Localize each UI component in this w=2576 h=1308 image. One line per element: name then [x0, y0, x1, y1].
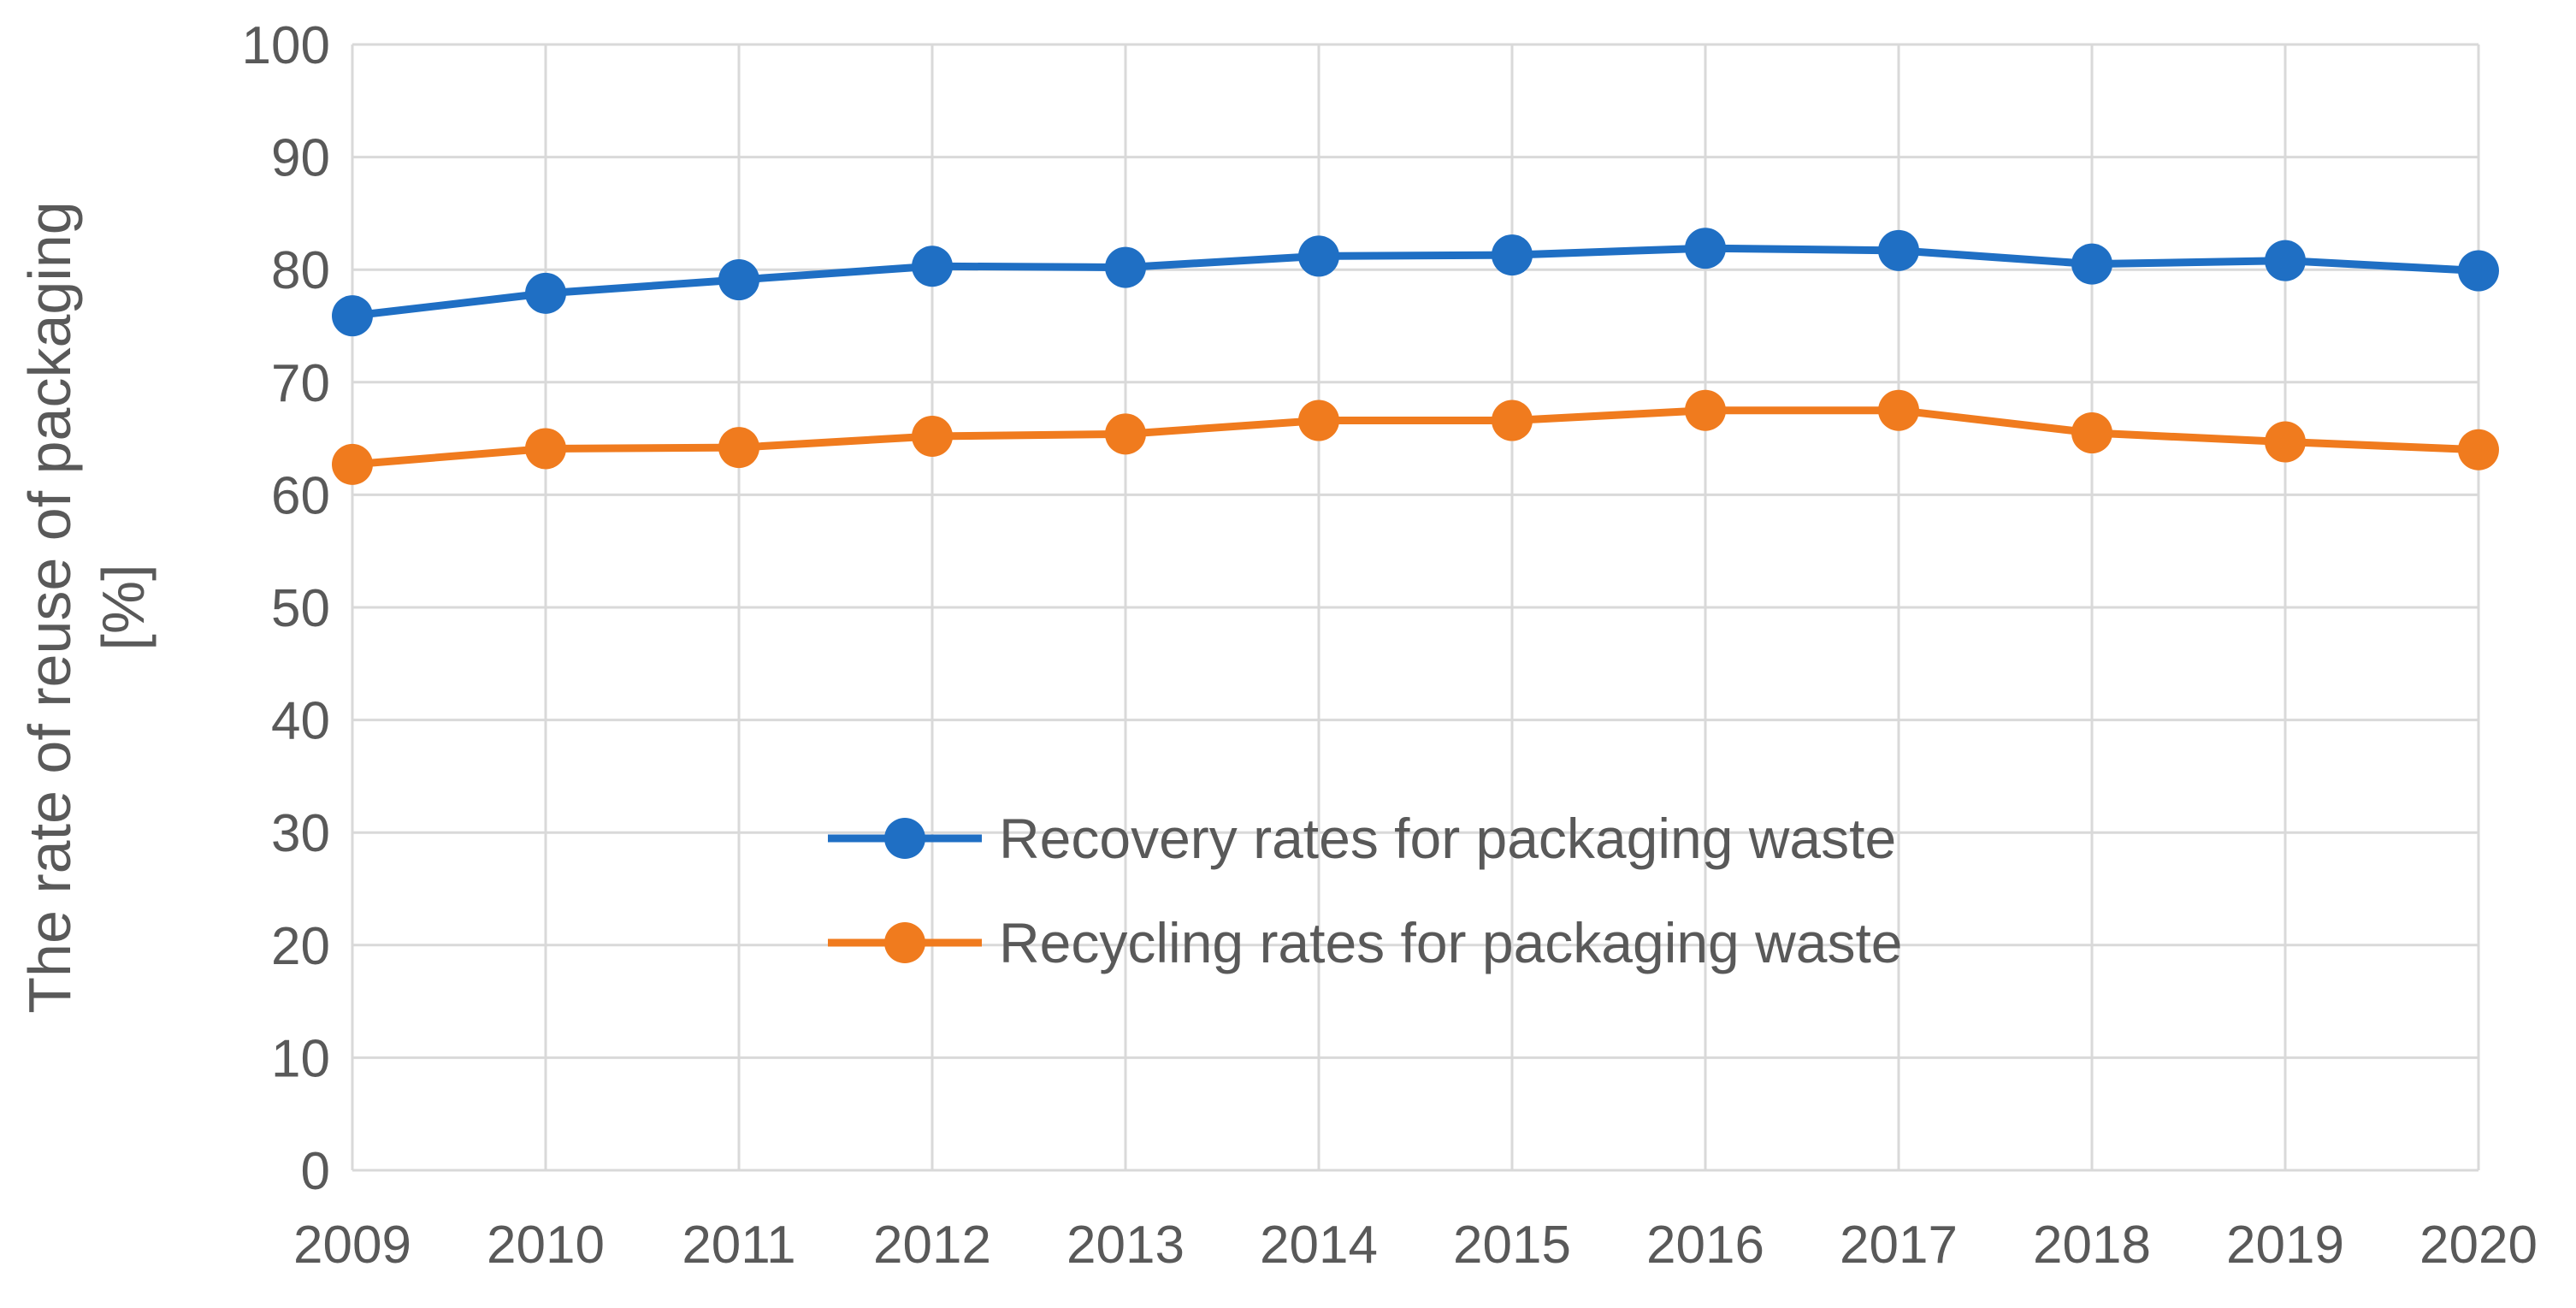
- y-tick-label: 100: [242, 16, 330, 75]
- y-tick-label: 60: [271, 466, 330, 525]
- y-tick-label: 0: [301, 1142, 330, 1201]
- y-axis-title: The rate of reuse of packaging [%]: [16, 201, 157, 1013]
- data-point: [718, 427, 759, 469]
- x-tick-label: 2018: [2033, 1216, 2151, 1275]
- y-tick-label: 30: [271, 804, 330, 863]
- legend-label: Recovery rates for packaging waste: [999, 807, 1896, 870]
- data-point: [1492, 234, 1533, 276]
- series-line-1: [348, 244, 2483, 320]
- data-point: [2458, 250, 2499, 292]
- data-point: [2458, 429, 2499, 471]
- x-tick-label: 2010: [487, 1216, 605, 1275]
- y-tick-label: 20: [271, 917, 330, 976]
- x-tick-label: 2013: [1066, 1216, 1185, 1275]
- y-tick-label: 50: [271, 579, 330, 638]
- data-point: [1298, 235, 1339, 277]
- series-line-2: [348, 406, 2483, 469]
- data-point: [1105, 413, 1146, 455]
- y-tick-label: 10: [271, 1029, 330, 1088]
- x-tick-label: 2009: [293, 1216, 411, 1275]
- legend-swatch-marker: [884, 922, 925, 963]
- data-point: [332, 295, 373, 337]
- y-tick-label: 70: [271, 354, 330, 413]
- x-tick-label: 2019: [2226, 1216, 2344, 1275]
- data-point: [525, 428, 566, 470]
- y-tick-label: 80: [271, 241, 330, 300]
- series-lines: [332, 228, 2499, 485]
- gridlines: [351, 43, 2480, 1172]
- data-point: [1298, 400, 1339, 441]
- data-point: [1685, 389, 1726, 431]
- y-tick-label: 90: [271, 129, 330, 188]
- legend-label: Recycling rates for packaging waste: [999, 911, 1903, 974]
- legend-swatch-marker: [884, 818, 925, 859]
- y-axis-title-line: [%]: [90, 564, 157, 650]
- data-point: [912, 415, 953, 457]
- data-point: [332, 443, 373, 485]
- data-point: [912, 246, 953, 287]
- legend: Recovery rates for packaging waste Recycl…: [828, 807, 1903, 974]
- data-point: [2265, 240, 2306, 281]
- y-tick-label: 40: [271, 692, 330, 751]
- x-tick-label: 2012: [873, 1216, 991, 1275]
- x-tick-label: 2016: [1646, 1216, 1764, 1275]
- x-tick-label: 2015: [1453, 1216, 1571, 1275]
- data-point: [1685, 228, 1726, 269]
- data-point: [2071, 243, 2112, 285]
- data-point: [718, 259, 759, 301]
- data-point: [2265, 421, 2306, 463]
- data-point: [2071, 412, 2112, 454]
- y-axis-title-line: The rate of reuse of packaging: [16, 201, 83, 1013]
- data-point: [1878, 229, 1919, 271]
- x-tick-label: 2020: [2419, 1216, 2538, 1275]
- data-point: [1105, 246, 1146, 288]
- axes: 0 10 20 30 40 50 60 70 80 90 100 2009 2010 2011 2012 20…: [16, 16, 2538, 1275]
- x-tick-label: 2014: [1260, 1216, 1378, 1275]
- data-point: [1492, 400, 1533, 441]
- x-tick-label: 2011: [682, 1216, 795, 1275]
- x-tick-label: 2017: [1840, 1216, 1958, 1275]
- data-point: [525, 272, 566, 314]
- data-point: [1878, 389, 1919, 431]
